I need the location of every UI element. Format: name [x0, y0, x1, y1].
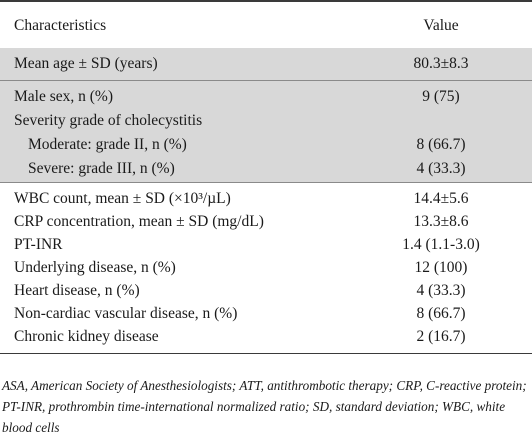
row-value: 1.4 (1.1-3.0) — [402, 236, 480, 253]
table-row: Male sex, n (%) 9 (75) — [0, 85, 532, 109]
row-group-labs-comorbidities: WBC count, mean ± SD (×10³/µL) 14.4±5.6 … — [0, 183, 532, 353]
row-label: Severity grade of cholecystitis — [14, 112, 203, 129]
table-row: Moderate: grade II, n (%) 8 (66.7) — [0, 133, 532, 157]
row-value: 9 (75) — [422, 88, 460, 105]
header-value: Value — [423, 17, 459, 34]
table-header: Characteristics Value — [0, 0, 532, 48]
table-row: CRP concentration, mean ± SD (mg/dL) 13.… — [0, 210, 532, 233]
row-label: Severe: grade III, n (%) — [28, 160, 175, 177]
table-row: Chronic kidney disease 2 (16.7) — [0, 325, 532, 348]
characteristics-table: Characteristics Value Mean age ± SD (yea… — [0, 0, 532, 354]
row-value: 8 (66.7) — [416, 136, 466, 153]
row-label: Moderate: grade II, n (%) — [28, 136, 187, 153]
row-value: 80.3±8.3 — [413, 55, 469, 72]
row-value: 14.4±5.6 — [413, 190, 469, 207]
table-row: Heart disease, n (%) 4 (33.3) — [0, 279, 532, 302]
row-value: 8 (66.7) — [416, 305, 466, 322]
row-group-sex-severity: Male sex, n (%) 9 (75) Severity grade of… — [0, 81, 532, 182]
header-characteristics: Characteristics — [14, 17, 107, 34]
table-footnote: ASA, American Society of Anesthesiologis… — [2, 378, 527, 435]
table-bottom-rule — [0, 353, 532, 354]
table-row: Underlying disease, n (%) 12 (100) — [0, 256, 532, 279]
row-label: Underlying disease, n (%) — [14, 259, 176, 276]
table-row: PT-INR 1.4 (1.1-3.0) — [0, 233, 532, 256]
row-value: 12 (100) — [414, 259, 468, 276]
row-divider — [0, 182, 532, 183]
row-label: Non-cardiac vascular disease, n (%) — [14, 305, 238, 322]
table-row: Severity grade of cholecystitis — [0, 109, 532, 133]
row-divider — [0, 80, 532, 81]
row-value: 2 (16.7) — [416, 328, 466, 345]
table-row: Mean age ± SD (years) 80.3±8.3 — [0, 52, 532, 76]
row-value: 4 (33.3) — [416, 282, 466, 299]
row-label: Chronic kidney disease — [14, 328, 159, 345]
row-label: PT-INR — [14, 236, 63, 253]
row-label: CRP concentration, mean ± SD (mg/dL) — [14, 213, 264, 230]
row-label: Male sex, n (%) — [14, 88, 113, 105]
table-row: Non-cardiac vascular disease, n (%) 8 (6… — [0, 302, 532, 325]
table-row: Severe: grade III, n (%) 4 (33.3) — [0, 157, 532, 181]
table-row: WBC count, mean ± SD (×10³/µL) 14.4±5.6 — [0, 187, 532, 210]
row-label: Mean age ± SD (years) — [14, 55, 158, 72]
row-group-age: Mean age ± SD (years) 80.3±8.3 — [0, 48, 532, 80]
row-value: 13.3±8.6 — [413, 213, 469, 230]
row-label: WBC count, mean ± SD (×10³/µL) — [14, 190, 231, 207]
row-label: Heart disease, n (%) — [14, 282, 140, 299]
row-value: 4 (33.3) — [416, 160, 466, 177]
